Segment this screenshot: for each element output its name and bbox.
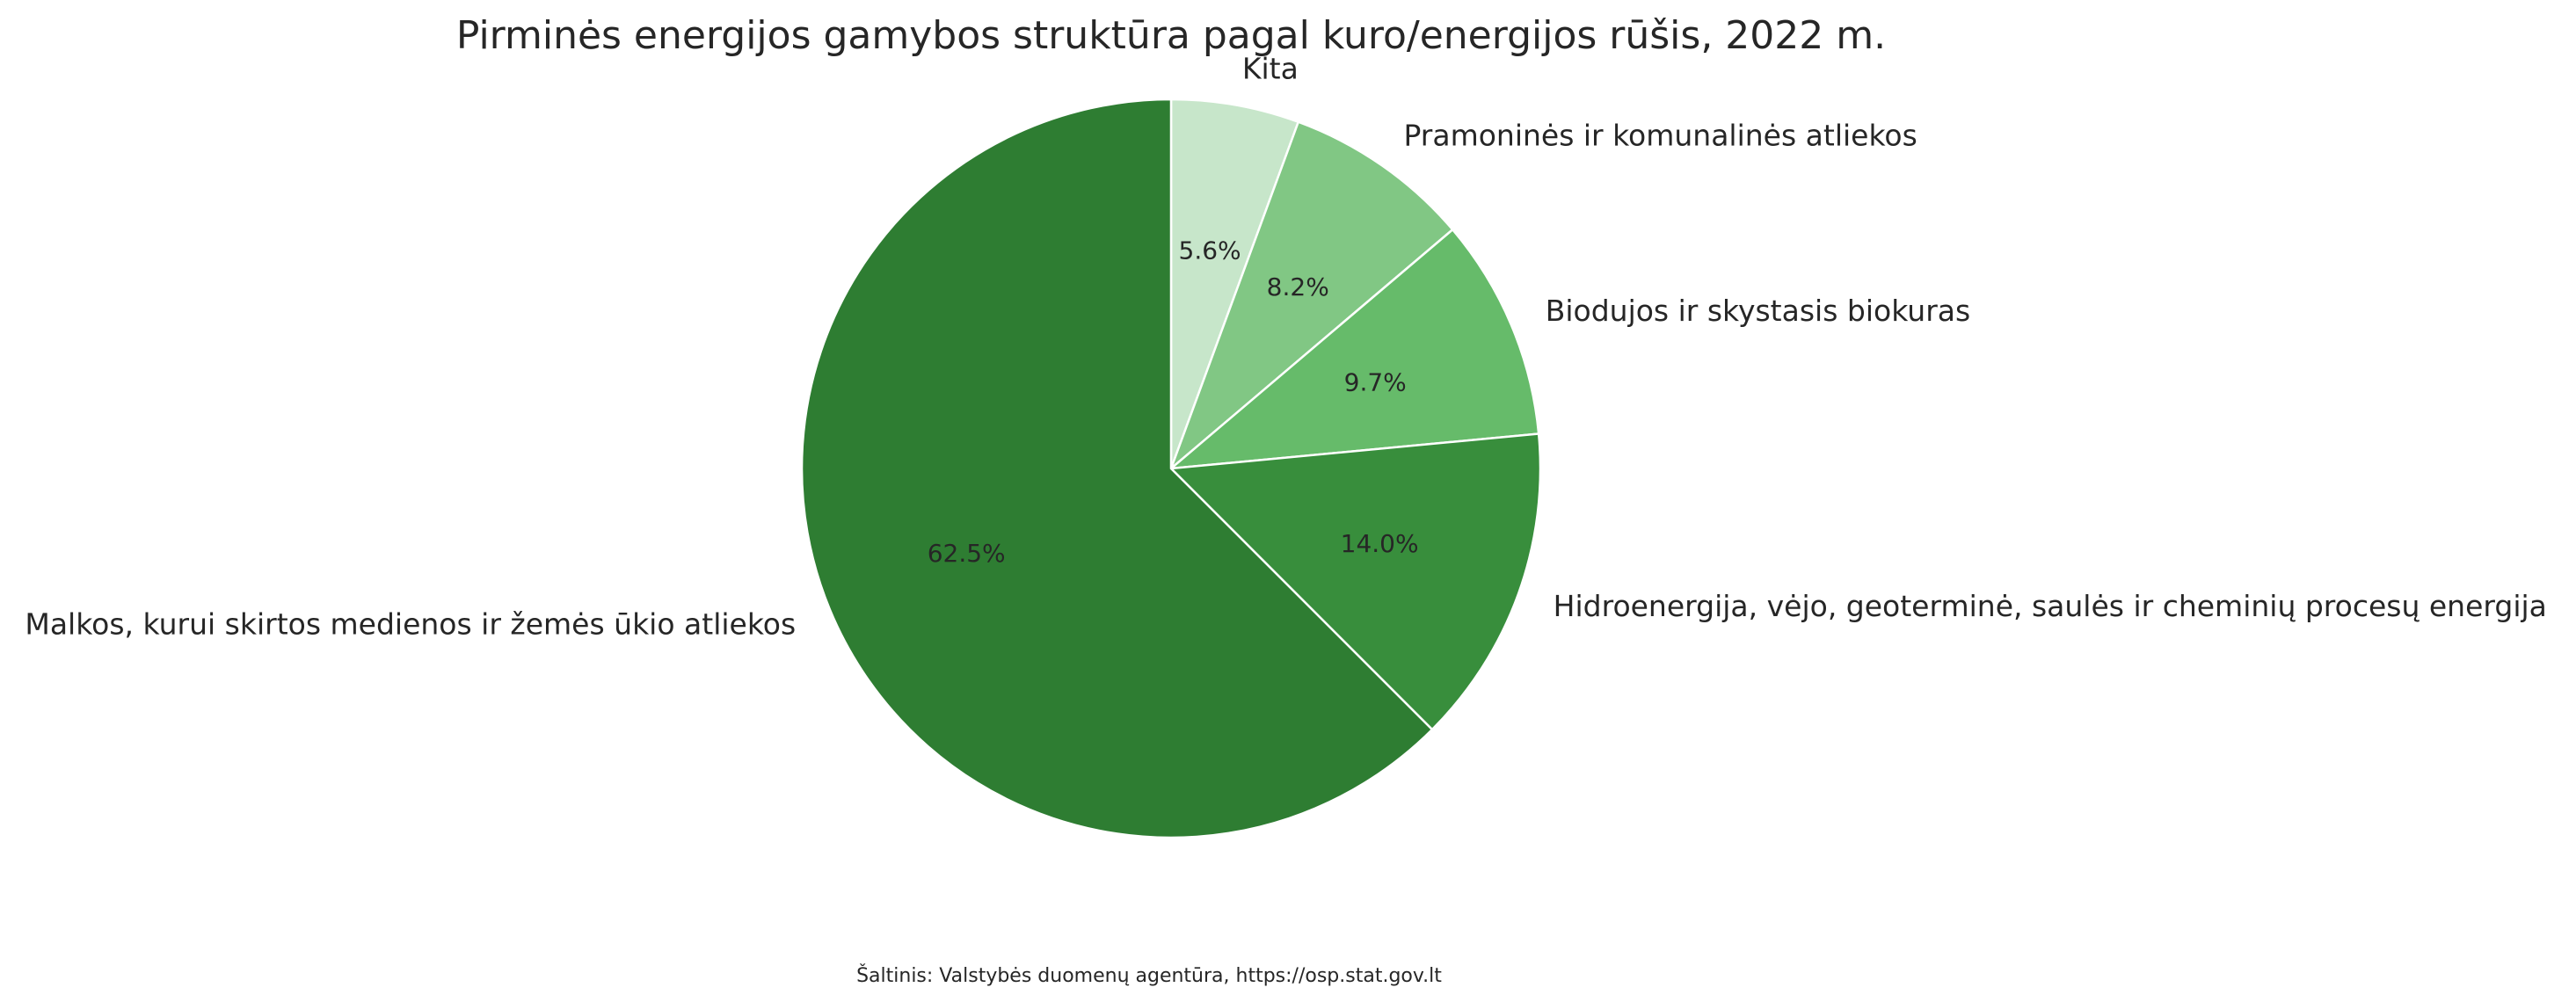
slice-percentage-label: 8.2% bbox=[1267, 272, 1329, 301]
slice-category-label: Biodujos ir skystasis biokuras bbox=[1546, 294, 1970, 328]
pie-slice bbox=[1168, 432, 1542, 731]
source-note: Šaltinis: Valstybės duomenų agentūra, ht… bbox=[856, 964, 1442, 987]
percentage-labels: 5.6% 8.2% 9.7% 14.0% 62.5% bbox=[928, 236, 1419, 568]
pie-slice bbox=[1168, 120, 1454, 473]
pie-slice bbox=[1169, 98, 1300, 469]
slice-percentage-label: 5.6% bbox=[1179, 236, 1241, 265]
chart-title: Pirminės energijos gamybos struktūra pag… bbox=[456, 13, 1886, 58]
slice-percentage-label: 9.7% bbox=[1344, 368, 1407, 397]
slice-percentage-label: 62.5% bbox=[928, 539, 1006, 568]
pie-slice bbox=[800, 98, 1434, 839]
category-labels: Kita Pramoninės ir komunalinės atliekos Bi… bbox=[25, 52, 2547, 642]
slice-category-label: Malkos, kurui skirtos medienos ir žemės … bbox=[25, 606, 796, 641]
slice-category-label: Hidroenergija, vėjo, geoterminė, saulės … bbox=[1554, 589, 2547, 623]
pie-slice bbox=[1168, 228, 1540, 470]
slice-percentage-label: 14.0% bbox=[1341, 529, 1419, 558]
slice-category-label: Kita bbox=[1242, 52, 1299, 86]
slice-category-label: Pramoninės ir komunalinės atliekos bbox=[1403, 119, 1917, 153]
pie-slices bbox=[800, 98, 1542, 839]
